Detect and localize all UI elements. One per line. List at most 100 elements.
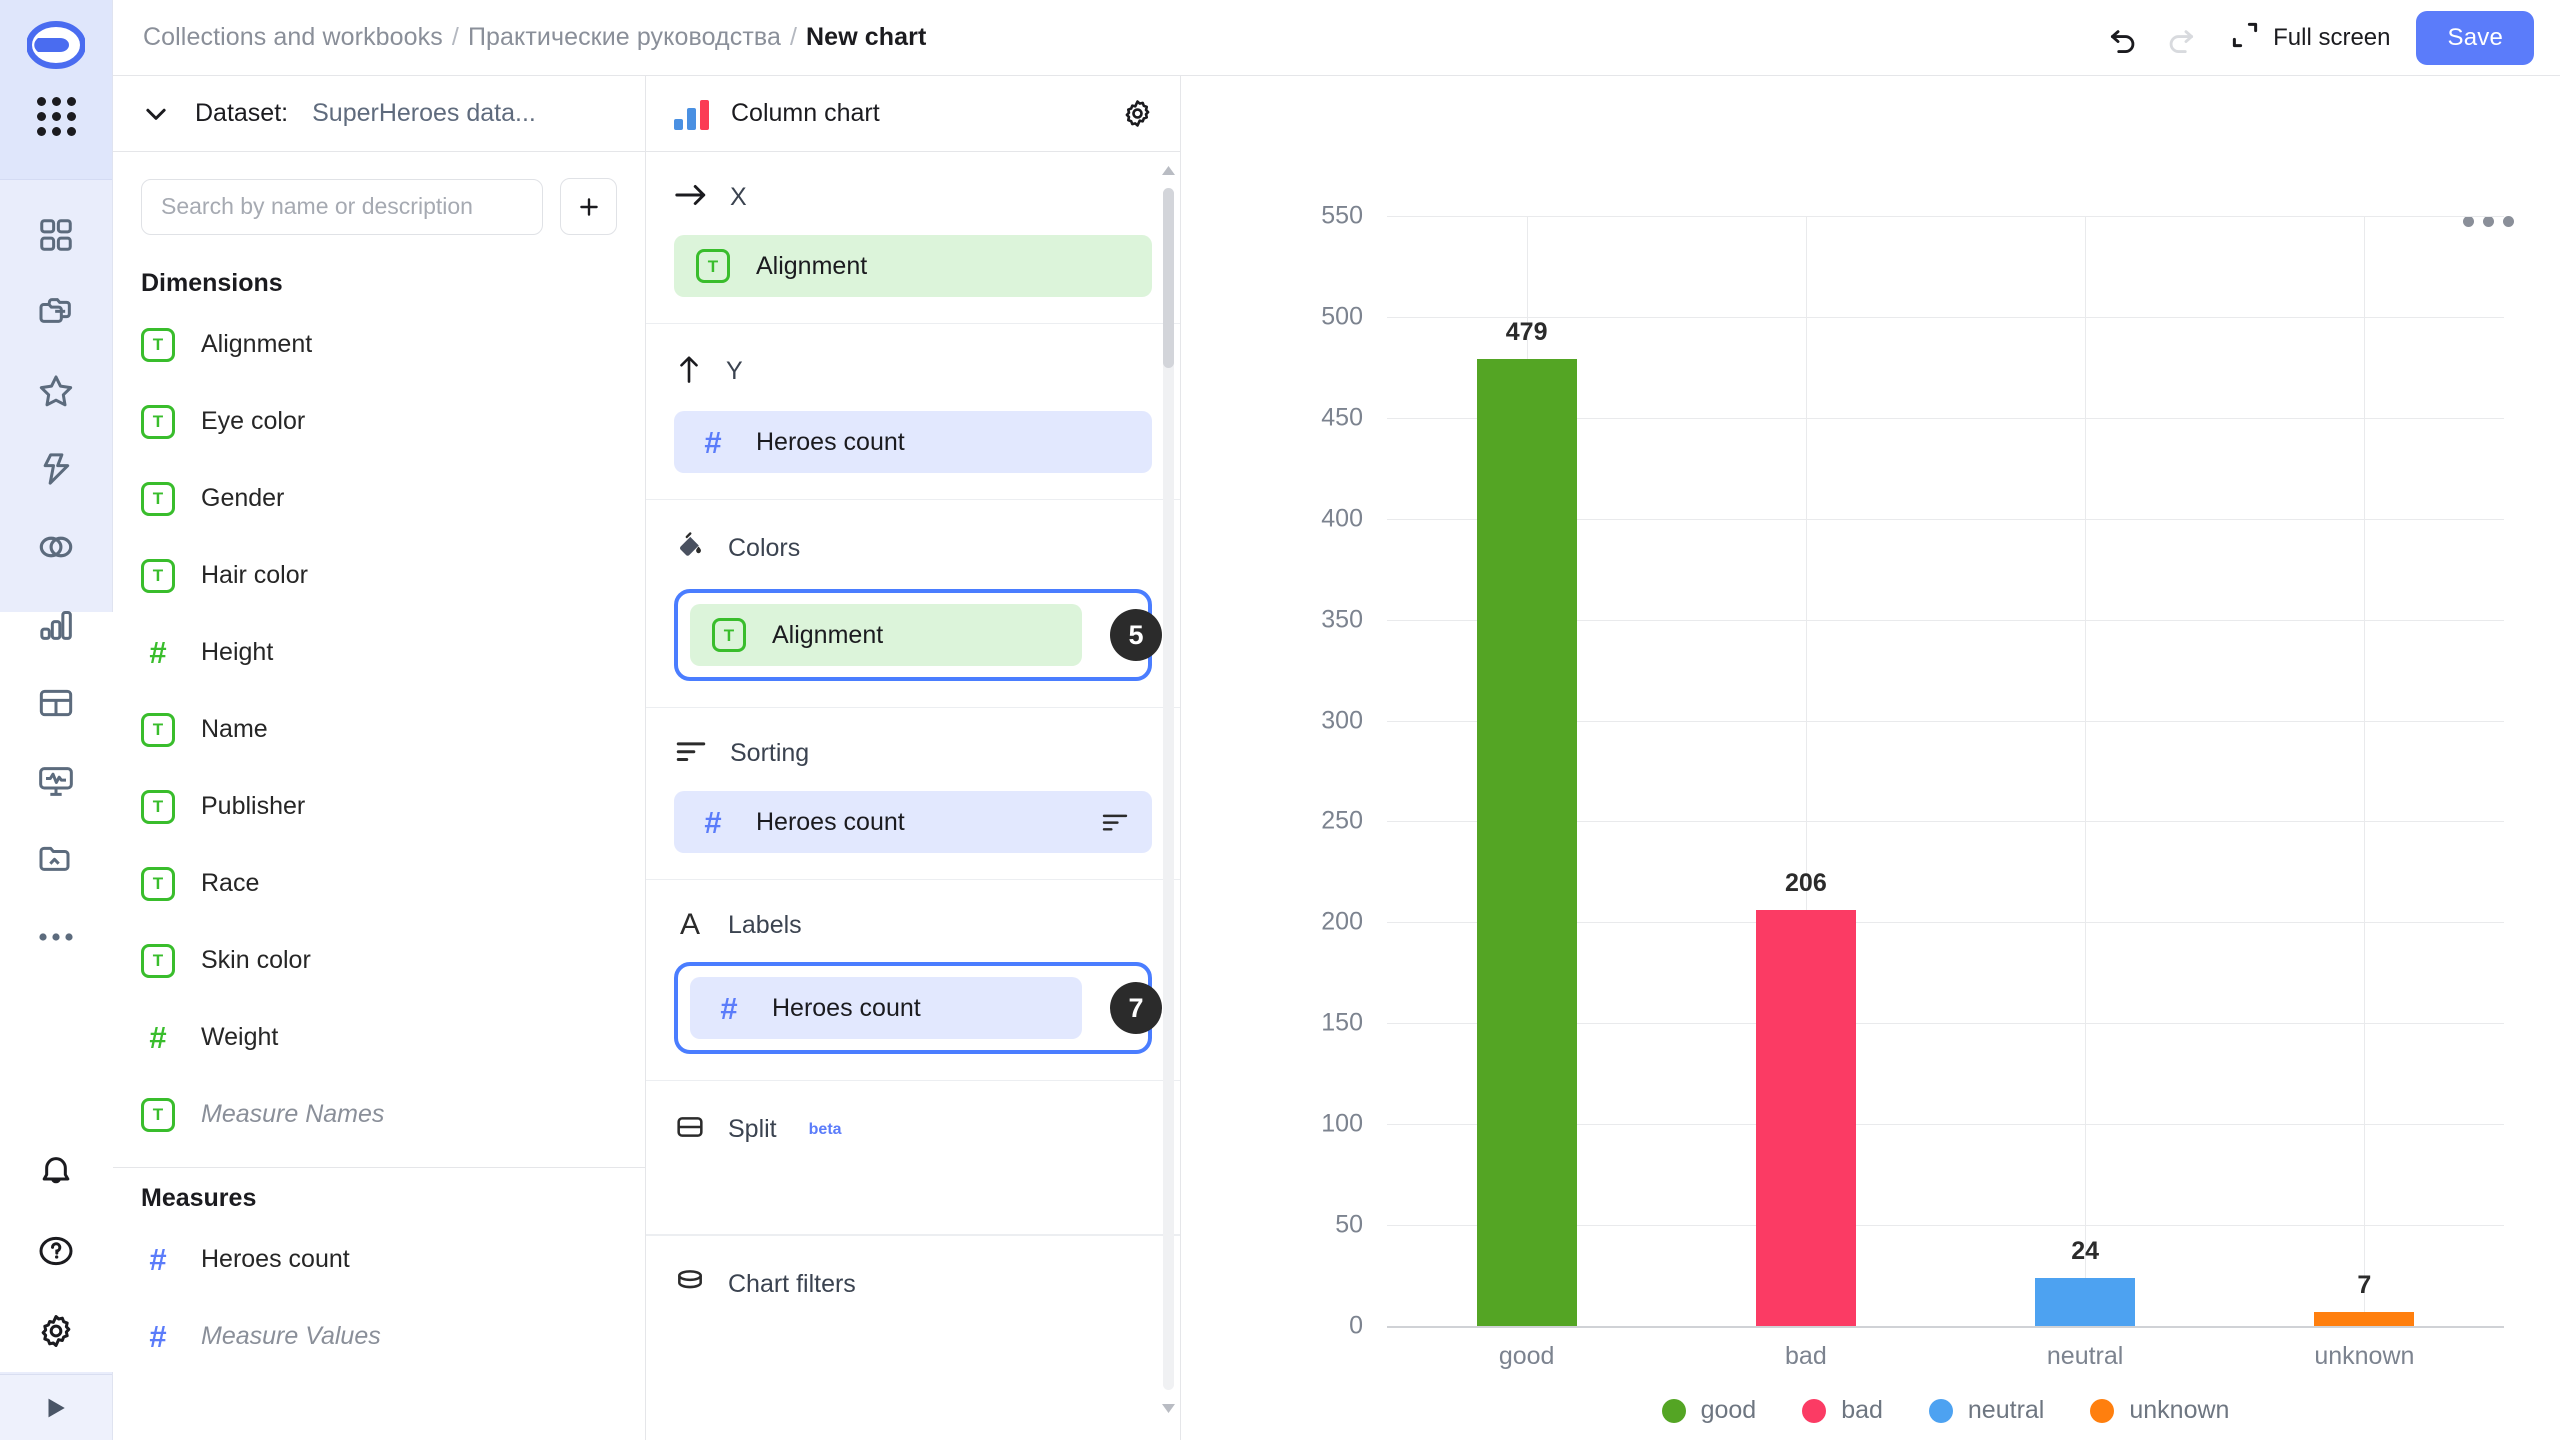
number-field-icon: #: [149, 1319, 167, 1354]
field-hair-color[interactable]: T Hair color: [113, 537, 645, 614]
legend-item[interactable]: neutral: [1928, 1396, 2044, 1425]
field-label: Race: [201, 869, 260, 897]
section-label-x: X: [730, 183, 747, 211]
config-sections: X T Alignment: [646, 152, 1180, 1440]
sort-icon: [674, 738, 708, 769]
table-icon[interactable]: [28, 678, 84, 728]
datalens-logo[interactable]: [25, 14, 87, 76]
field-heroes-count[interactable]: # Heroes count: [113, 1221, 645, 1298]
text-field-icon: T: [712, 618, 746, 652]
field-race[interactable]: T Race: [113, 845, 645, 922]
field-pill-y-heroes-count[interactable]: # Heroes count: [674, 411, 1152, 473]
section-label-y: Y: [726, 357, 743, 385]
field-name[interactable]: T Name: [113, 691, 645, 768]
bar[interactable]: [2035, 1277, 2136, 1326]
field-publisher[interactable]: T Publisher: [113, 768, 645, 845]
chart-type-label[interactable]: Column chart: [731, 99, 880, 127]
gridline: [1387, 518, 2504, 520]
star-icon[interactable]: [28, 366, 84, 416]
caret-down-icon[interactable]: [1161, 1400, 1176, 1416]
sort-direction-icon[interactable]: [1100, 811, 1130, 833]
legend-item[interactable]: good: [1661, 1396, 1756, 1425]
gridline: [1387, 216, 2504, 217]
field-measure-values[interactable]: # Measure Values: [113, 1298, 645, 1375]
y-axis-tick-label: 550: [1321, 201, 1363, 230]
letter-a-icon: A: [679, 908, 700, 941]
legend-swatch: [1928, 1398, 1953, 1423]
field-pill-labels-heroes-count[interactable]: # Heroes count: [690, 977, 1082, 1039]
number-field-icon: #: [720, 990, 738, 1026]
expand-rail-button[interactable]: [0, 1374, 112, 1440]
section-header-x: X: [674, 182, 1152, 213]
gear-icon[interactable]: [28, 1306, 84, 1356]
field-eye-color[interactable]: T Eye color: [113, 383, 645, 460]
folder-upload-icon[interactable]: [28, 834, 84, 884]
section-header-labels: A Labels: [674, 910, 1152, 940]
breadcrumb-item-workbook[interactable]: Практические руководства: [467, 23, 781, 51]
bar[interactable]: [2314, 1311, 2415, 1326]
field-gender[interactable]: T Gender: [113, 460, 645, 537]
rail-backdrop: [0, 612, 113, 1372]
bar-chart-icon[interactable]: [28, 600, 84, 650]
chevron-down-icon[interactable]: [141, 99, 171, 129]
section-header-chart-filters: Chart filters: [674, 1266, 1152, 1303]
save-button[interactable]: Save: [2416, 10, 2534, 65]
field-skin-color[interactable]: T Skin color: [113, 922, 645, 999]
dataset-name[interactable]: SuperHeroes data...: [312, 99, 536, 127]
undo-arrow-icon[interactable]: [2094, 11, 2152, 65]
paint-bucket-icon: [674, 530, 706, 567]
section-y: Y # Heroes count: [646, 324, 1180, 500]
config-scrollbar[interactable]: [1161, 162, 1176, 1416]
field-pill-x-alignment[interactable]: T Alignment: [674, 235, 1152, 297]
venn-circles-icon[interactable]: [28, 522, 84, 572]
bar[interactable]: [1755, 910, 1856, 1326]
gear-icon[interactable]: [1121, 97, 1154, 130]
question-circle-icon[interactable]: [28, 1226, 84, 1276]
field-list: Dimensions T Alignment T Eye color T Gen…: [113, 253, 645, 1440]
legend-item[interactable]: unknown: [2090, 1396, 2229, 1425]
section-header-colors: Colors: [674, 530, 1152, 567]
gridline: [1387, 1124, 2504, 1126]
y-axis-tick-label: 350: [1321, 605, 1363, 634]
number-field-icon: #: [149, 1242, 167, 1277]
redo-arrow-icon[interactable]: [2152, 11, 2210, 65]
dashboard-grid-icon[interactable]: [28, 210, 84, 260]
field-measure-names[interactable]: T Measure Names: [113, 1076, 645, 1153]
fullscreen-button[interactable]: Full screen: [2230, 20, 2390, 55]
field-label: Measure Values: [201, 1322, 381, 1350]
chart-legend: good bad neutral unknown: [1387, 1396, 2504, 1425]
step-badge-labels: 7: [1110, 982, 1162, 1034]
dataset-label: Dataset:: [195, 99, 289, 127]
ellipsis-icon[interactable]: [28, 912, 84, 962]
field-pill-colors-alignment[interactable]: T Alignment: [690, 604, 1082, 666]
chart-preview: 0 50 100 150 200 250 300 350 400 450 500 550 479 good…: [1181, 76, 2560, 1440]
monitor-pulse-icon[interactable]: [28, 756, 84, 806]
caret-up-icon[interactable]: [1161, 162, 1176, 178]
field-weight[interactable]: # Weight: [113, 999, 645, 1076]
breadcrumb-item-current: New chart: [806, 23, 927, 51]
y-axis-tick-label: 150: [1321, 1008, 1363, 1037]
left-nav-rail: [0, 0, 113, 1440]
expand-corners-icon: [2230, 20, 2260, 55]
lightning-icon[interactable]: [28, 444, 84, 494]
plus-icon[interactable]: [560, 178, 617, 235]
folders-icon[interactable]: [28, 288, 84, 338]
scrollbar-thumb[interactable]: [1163, 188, 1174, 368]
dataset-header: Dataset: SuperHeroes data...: [113, 76, 645, 152]
bar[interactable]: [1476, 359, 1577, 1326]
section-header-y: Y: [674, 354, 1152, 389]
breadcrumb-item-collections[interactable]: Collections and workbooks: [143, 23, 443, 51]
group-title-measures: Measures: [141, 1184, 257, 1212]
field-pill-sorting-heroes-count[interactable]: # Heroes count: [674, 791, 1152, 853]
bell-icon[interactable]: [28, 1146, 84, 1196]
field-label: Gender: [201, 484, 285, 512]
legend-item[interactable]: bad: [1802, 1396, 1883, 1425]
field-alignment[interactable]: T Alignment: [113, 306, 645, 383]
chart-menu-ellipsis-icon[interactable]: [2463, 216, 2514, 227]
field-height[interactable]: # Height: [113, 614, 645, 691]
breadcrumb-separator: /: [789, 23, 798, 51]
search-input[interactable]: [141, 178, 543, 235]
apps-grid-icon[interactable]: [32, 92, 80, 140]
section-header-split: Split beta: [674, 1111, 1152, 1148]
number-field-icon: #: [149, 1020, 167, 1055]
